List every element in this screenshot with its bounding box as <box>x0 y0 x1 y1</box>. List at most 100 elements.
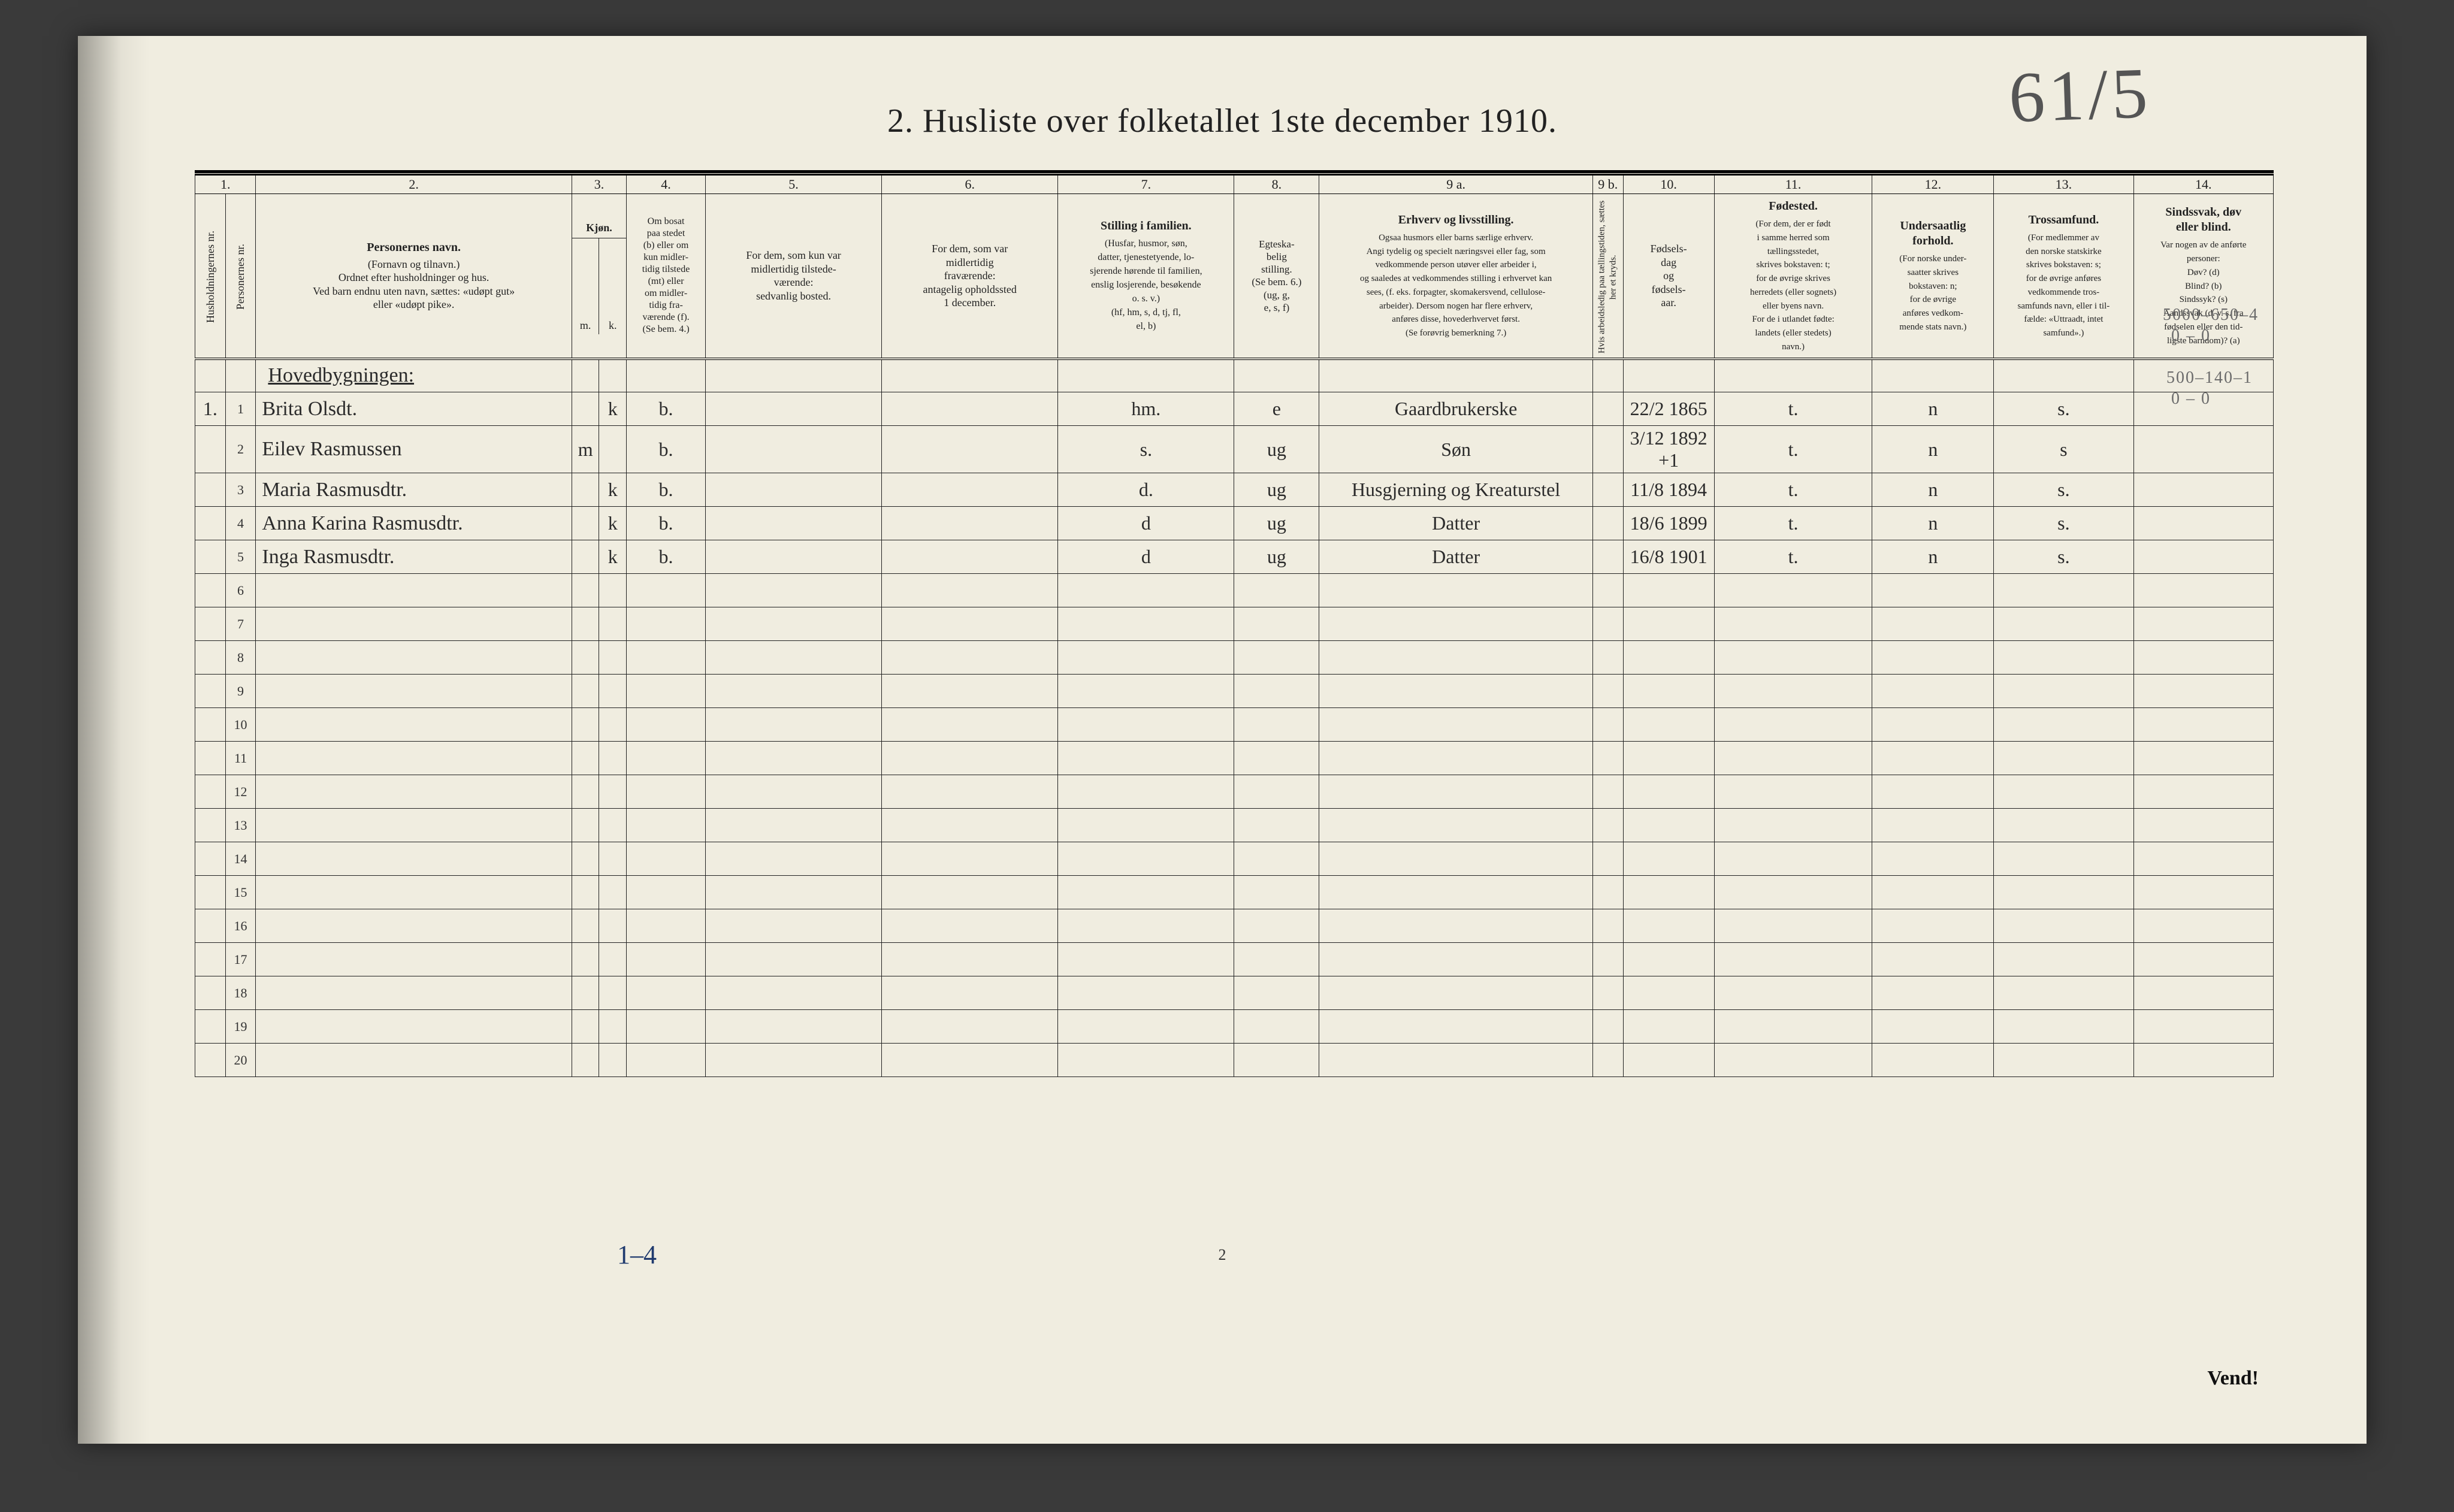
cell <box>1623 675 1714 708</box>
cell <box>705 809 881 842</box>
fodselsdag: 16/8 1901 <box>1623 540 1714 574</box>
cell <box>627 708 706 742</box>
cell <box>1623 842 1714 876</box>
cell <box>195 641 226 675</box>
cell <box>195 359 226 392</box>
cell <box>705 607 881 641</box>
cell <box>1872 943 1994 976</box>
cell <box>225 359 256 392</box>
cell <box>195 976 226 1010</box>
midl-frav <box>882 473 1058 507</box>
cell <box>1234 976 1319 1010</box>
egteskab: ug <box>1234 426 1319 473</box>
hdr-fodselsdag: Fødsels- dag og fødsels- aar. <box>1623 194 1714 359</box>
arbeidsledig <box>1592 473 1623 507</box>
cell <box>1592 574 1623 607</box>
sex-k: k <box>599 507 627 540</box>
cell <box>1872 1044 1994 1077</box>
cell <box>1234 876 1319 909</box>
cell <box>195 775 226 809</box>
table-row: 1.1Brita Olsdt.kb.hm.eGaardbrukerske22/2… <box>195 392 2274 426</box>
hdr-person-nr: Personernes nr. <box>225 194 256 359</box>
cell <box>572 876 599 909</box>
cell <box>1234 1044 1319 1077</box>
cell <box>195 675 226 708</box>
cell <box>1592 976 1623 1010</box>
cell <box>256 809 572 842</box>
cell <box>2133 943 2273 976</box>
cell <box>1994 775 2133 809</box>
cell <box>882 641 1058 675</box>
table-row: 7 <box>195 607 2274 641</box>
cell <box>627 1044 706 1077</box>
hdr-sex-title: Kjøn. <box>572 217 626 239</box>
person-nr: 3 <box>225 473 256 507</box>
colnum-2: 2. <box>256 175 572 194</box>
cell <box>705 1010 881 1044</box>
cell <box>1592 607 1623 641</box>
page-title: 2. Husliste over folketallet 1ste decemb… <box>78 102 2367 140</box>
cell <box>256 607 572 641</box>
cell <box>627 909 706 943</box>
cell <box>1714 359 1872 392</box>
cell <box>1623 809 1714 842</box>
cell <box>1058 909 1234 943</box>
cell <box>1714 976 1872 1010</box>
cell <box>627 574 706 607</box>
cell <box>1234 675 1319 708</box>
cell <box>1319 742 1592 775</box>
cell <box>1058 775 1234 809</box>
trossamfund: s. <box>1994 540 2133 574</box>
cell <box>2133 842 2273 876</box>
cell <box>627 842 706 876</box>
cell <box>882 809 1058 842</box>
cell <box>1234 943 1319 976</box>
cell <box>1994 641 2133 675</box>
cell <box>1872 842 1994 876</box>
arbeidsledig <box>1592 392 1623 426</box>
cell: Hovedbygningen: <box>256 359 572 392</box>
trossamfund: s <box>1994 426 2133 473</box>
cell <box>1592 876 1623 909</box>
cell <box>2133 976 2273 1010</box>
fodested: t. <box>1714 426 1872 473</box>
cell <box>1872 976 1994 1010</box>
colnum-13: 13. <box>1994 175 2133 194</box>
cell <box>1319 976 1592 1010</box>
hdr-erhverv: Erhverv og livsstilling. Ogsaa husmors e… <box>1319 194 1592 359</box>
cell <box>882 742 1058 775</box>
cell <box>705 876 881 909</box>
cell <box>256 943 572 976</box>
cell <box>572 909 599 943</box>
person-name: Inga Rasmusdtr. <box>256 540 572 574</box>
table-row: 19 <box>195 1010 2274 1044</box>
midl-tilstede <box>705 507 881 540</box>
cell <box>256 1044 572 1077</box>
section-label: Hovedbygningen: <box>262 364 569 387</box>
cell <box>599 708 627 742</box>
midl-tilstede <box>705 426 881 473</box>
colnum-9b: 9 b. <box>1592 175 1623 194</box>
hdr-names: Personernes navn. (Fornavn og tilnavn.) … <box>256 194 572 359</box>
cell <box>1714 607 1872 641</box>
cell <box>1319 607 1592 641</box>
cell <box>195 708 226 742</box>
cell: 13 <box>225 809 256 842</box>
cell <box>1623 359 1714 392</box>
census-table: 1. 2. 3. 4. 5. 6. 7. 8. 9 a. 9 b. 10. 11… <box>195 174 2274 1077</box>
erhverv: Datter <box>1319 540 1592 574</box>
cell <box>1623 641 1714 675</box>
trossamfund: s. <box>1994 507 2133 540</box>
cell <box>2133 742 2273 775</box>
cell <box>1234 909 1319 943</box>
sex-k: k <box>599 540 627 574</box>
midl-frav <box>882 540 1058 574</box>
cell <box>1714 876 1872 909</box>
cell <box>705 976 881 1010</box>
cell <box>1319 675 1592 708</box>
cell <box>1623 876 1714 909</box>
colnum-5: 5. <box>705 175 881 194</box>
table-row: 20 <box>195 1044 2274 1077</box>
cell <box>705 775 881 809</box>
cell <box>2133 675 2273 708</box>
